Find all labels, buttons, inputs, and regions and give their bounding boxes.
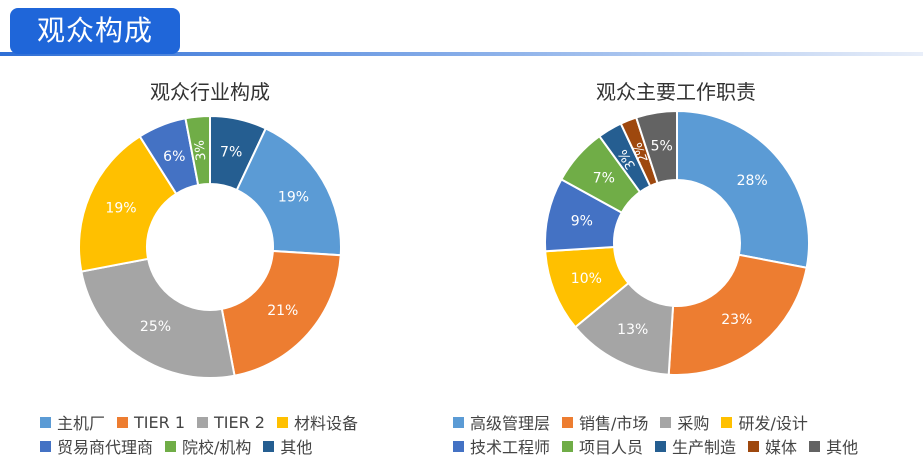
slice-label-1-1: 23% bbox=[721, 312, 752, 328]
legend-label: 院校/机构 bbox=[182, 438, 252, 457]
legend-item-0-1: TIER 1 bbox=[117, 413, 185, 432]
legend-row-0: 主机厂 TIER 1 TIER 2 材料设备 bbox=[40, 410, 370, 434]
slice-label-1-2: 13% bbox=[617, 322, 648, 338]
chart-title-industry: 观众行业构成 bbox=[150, 80, 270, 104]
legend-label: 生产制造 bbox=[672, 438, 737, 457]
legend-item-1-3: 研发/设计 bbox=[721, 410, 808, 434]
slice-label-0-1: 21% bbox=[267, 303, 298, 319]
donut-slice-0-1 bbox=[220, 249, 342, 377]
legend-swatch bbox=[748, 440, 760, 452]
legend-swatch bbox=[660, 416, 672, 428]
legend-swatch bbox=[453, 416, 464, 428]
legend-swatch bbox=[197, 416, 208, 428]
legend-label: 媒体 bbox=[765, 438, 798, 457]
donut-slice-0-5 bbox=[184, 114, 211, 187]
legend-item-0-6: 其他 bbox=[263, 434, 312, 458]
legend-item-0-2: TIER 2 bbox=[197, 413, 265, 432]
chart-title-job-role: 观众主要工作职责 bbox=[596, 80, 756, 104]
donut-slice-1-8 bbox=[634, 109, 678, 185]
legend-swatch bbox=[721, 416, 733, 428]
legend-label: TIER 2 bbox=[214, 412, 265, 432]
donut-slice-0-0 bbox=[235, 127, 342, 257]
slice-label-1-4: 9% bbox=[571, 214, 593, 230]
legend-swatch bbox=[809, 440, 821, 452]
legend-swatch bbox=[655, 440, 667, 452]
slice-label-0-5: 3% bbox=[192, 139, 209, 161]
legend-industry: 主机厂 TIER 1 TIER 2 材料设备贸易商代理商 院校/机构 其他 bbox=[40, 410, 370, 458]
legend-item-1-4: 技术工程师 bbox=[453, 434, 550, 458]
legend-label: 项目人员 bbox=[579, 438, 644, 457]
slice-label-1-3: 10% bbox=[571, 271, 602, 287]
legend-item-0-5: 院校/机构 bbox=[165, 434, 251, 458]
page-title: 观众构成 bbox=[10, 8, 180, 54]
slice-label-0-4: 6% bbox=[163, 149, 185, 165]
legend-item-1-6: 生产制造 bbox=[655, 434, 736, 458]
legend-label: 主机厂 bbox=[57, 414, 106, 433]
slice-label-1-0: 28% bbox=[737, 173, 768, 189]
legend-label: 采购 bbox=[677, 414, 710, 433]
slice-label-0-6: 7% bbox=[220, 144, 242, 160]
legend-item-1-8: 其他 bbox=[809, 434, 858, 458]
legend-swatch bbox=[263, 440, 275, 452]
slice-label-1-5: 7% bbox=[593, 171, 615, 187]
legend-swatch bbox=[165, 440, 177, 452]
slice-label-1-8: 5% bbox=[651, 139, 673, 155]
donut-slice-1-0 bbox=[676, 109, 810, 269]
legend-row-1: 技术工程师 项目人员 生产制造 媒体 其他 bbox=[453, 434, 870, 458]
legend-swatch bbox=[40, 440, 51, 452]
legend-item-1-2: 采购 bbox=[660, 410, 709, 434]
legend-row-0: 高级管理层 销售/市场 采购 研发/设计 bbox=[453, 410, 870, 434]
legend-swatch bbox=[117, 416, 129, 428]
legend-item-0-0: 主机厂 bbox=[40, 410, 105, 434]
legend-item-1-1: 销售/市场 bbox=[562, 410, 648, 434]
legend-swatch bbox=[562, 440, 574, 452]
donut-slice-1-1 bbox=[667, 253, 808, 376]
slice-label-0-0: 19% bbox=[278, 190, 309, 206]
donut-slice-0-3 bbox=[78, 135, 178, 273]
legend-item-1-7: 媒体 bbox=[748, 434, 797, 458]
slice-label-0-3: 19% bbox=[105, 200, 136, 216]
legend-label: 材料设备 bbox=[293, 414, 358, 433]
legend-job-role: 高级管理层 销售/市场 采购 研发/设计技术工程师 项目人员 生产制造 媒体 其他 bbox=[453, 410, 870, 458]
donut-slice-0-2 bbox=[80, 257, 236, 379]
legend-label: 销售/市场 bbox=[579, 414, 649, 433]
legend-swatch bbox=[453, 440, 464, 452]
legend-row-1: 贸易商代理商 院校/机构 其他 bbox=[40, 434, 370, 458]
legend-label: 技术工程师 bbox=[470, 438, 551, 457]
legend-swatch bbox=[276, 416, 288, 428]
legend-item-0-3: 材料设备 bbox=[276, 410, 358, 434]
legend-label: 其他 bbox=[280, 438, 313, 457]
legend-label: 其他 bbox=[826, 438, 859, 457]
legend-label: 研发/设计 bbox=[738, 414, 808, 433]
legend-swatch bbox=[40, 416, 51, 428]
legend-item-1-5: 项目人员 bbox=[562, 434, 643, 458]
slice-label-0-2: 25% bbox=[140, 319, 171, 335]
header-underline-bar bbox=[0, 52, 923, 56]
legend-label: 贸易商代理商 bbox=[57, 438, 154, 457]
legend-label: 高级管理层 bbox=[470, 414, 551, 433]
legend-label: TIER 1 bbox=[134, 412, 185, 432]
legend-item-0-4: 贸易商代理商 bbox=[40, 434, 153, 458]
legend-item-1-0: 高级管理层 bbox=[453, 410, 550, 434]
legend-swatch bbox=[562, 416, 574, 428]
